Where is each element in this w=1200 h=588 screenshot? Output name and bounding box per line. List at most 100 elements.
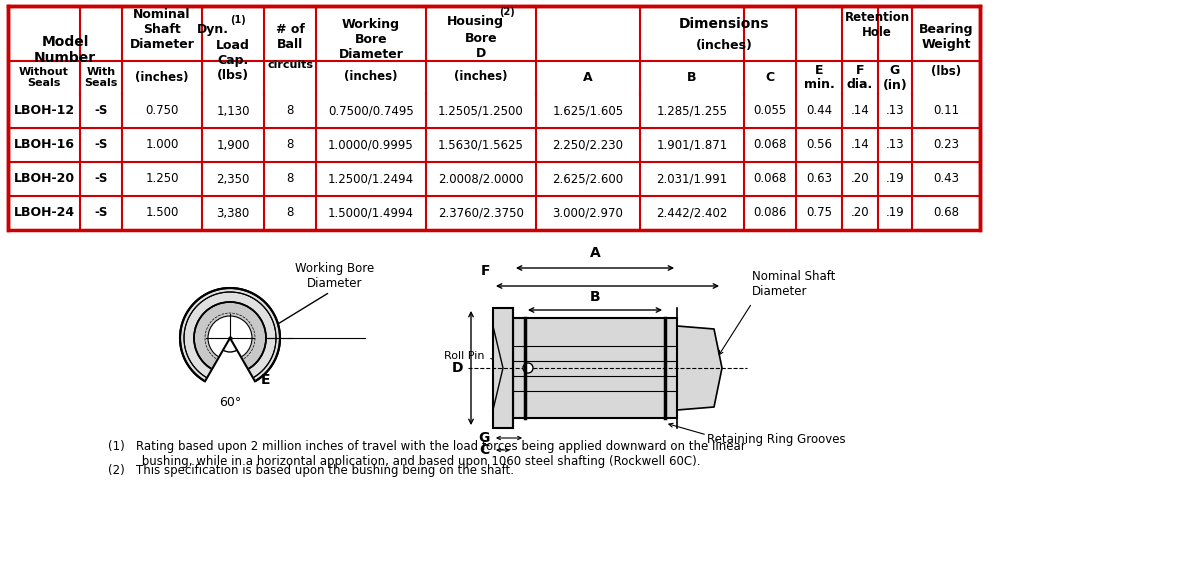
- Text: 0.055: 0.055: [754, 105, 787, 118]
- Text: Retention
Hole: Retention Hole: [845, 11, 910, 39]
- Text: 8: 8: [287, 172, 294, 185]
- Text: 1.500: 1.500: [145, 206, 179, 219]
- Text: 2.0008/2.0000: 2.0008/2.0000: [438, 172, 523, 185]
- Text: (2): (2): [499, 7, 515, 17]
- Text: 1.250: 1.250: [145, 172, 179, 185]
- Text: LBOH-20: LBOH-20: [13, 172, 74, 185]
- Circle shape: [194, 302, 266, 374]
- Text: (inches): (inches): [455, 70, 508, 83]
- Text: 8: 8: [287, 105, 294, 118]
- Text: Dimensions: Dimensions: [679, 16, 769, 31]
- Text: 0.11: 0.11: [932, 105, 959, 118]
- Text: Working Bore
Diameter: Working Bore Diameter: [295, 262, 374, 290]
- Circle shape: [208, 316, 252, 360]
- Text: 1,130: 1,130: [216, 105, 250, 118]
- Text: 1.000: 1.000: [145, 139, 179, 152]
- Polygon shape: [203, 338, 258, 393]
- Text: 0.7500/0.7495: 0.7500/0.7495: [328, 105, 414, 118]
- Text: F
dia.: F dia.: [847, 64, 874, 92]
- Text: (inches): (inches): [136, 71, 188, 84]
- Bar: [493, 308, 514, 428]
- Bar: [8, 6, 980, 230]
- Text: LBOH-12: LBOH-12: [13, 105, 74, 118]
- Text: 0.56: 0.56: [806, 139, 832, 152]
- Text: 1,900: 1,900: [216, 139, 250, 152]
- Text: 0.23: 0.23: [934, 139, 959, 152]
- Text: 0.068: 0.068: [754, 139, 787, 152]
- Text: D: D: [451, 361, 463, 375]
- Text: G
(in): G (in): [883, 64, 907, 92]
- Text: Nominal
Shaft
Diameter: Nominal Shaft Diameter: [130, 8, 194, 51]
- Text: (inches): (inches): [344, 70, 397, 83]
- Text: 1.901/1.871: 1.901/1.871: [656, 139, 727, 152]
- Text: Retaining Ring Grooves: Retaining Ring Grooves: [707, 433, 846, 446]
- Text: .14: .14: [851, 105, 869, 118]
- Text: Dyn.: Dyn.: [197, 24, 229, 36]
- Text: A: A: [589, 246, 600, 260]
- Text: 2.031/1.991: 2.031/1.991: [656, 172, 727, 185]
- Text: .19: .19: [886, 172, 905, 185]
- Text: 8: 8: [287, 206, 294, 219]
- Text: 1.2500/1.2494: 1.2500/1.2494: [328, 172, 414, 185]
- Polygon shape: [677, 308, 722, 428]
- Text: Model
Number: Model Number: [34, 35, 96, 65]
- Text: C: C: [766, 71, 774, 84]
- Text: Bore
D: Bore D: [464, 32, 497, 59]
- Text: 2.3760/2.3750: 2.3760/2.3750: [438, 206, 524, 219]
- Text: .13: .13: [886, 139, 905, 152]
- Text: 1.0000/0.9995: 1.0000/0.9995: [328, 139, 414, 152]
- Text: 0.068: 0.068: [754, 172, 787, 185]
- Text: Nominal Shaft
Diameter: Nominal Shaft Diameter: [752, 270, 835, 298]
- Text: 1.5630/1.5625: 1.5630/1.5625: [438, 139, 524, 152]
- Text: With
Seals: With Seals: [84, 66, 118, 88]
- Text: 3,380: 3,380: [216, 206, 250, 219]
- Text: E
min.: E min.: [804, 64, 834, 92]
- Text: Housing: Housing: [446, 15, 504, 28]
- Text: circuits: circuits: [266, 60, 313, 70]
- Text: A: A: [583, 71, 593, 84]
- Text: Load
Cap.
(lbs): Load Cap. (lbs): [216, 39, 250, 82]
- Text: 2.250/2.230: 2.250/2.230: [552, 139, 624, 152]
- Text: 0.68: 0.68: [934, 206, 959, 219]
- Text: LBOH-16: LBOH-16: [13, 139, 74, 152]
- Text: 2.625/2.600: 2.625/2.600: [552, 172, 624, 185]
- Text: G: G: [479, 431, 490, 445]
- Text: C: C: [480, 443, 490, 457]
- Text: Bearing
Weight: Bearing Weight: [919, 23, 973, 51]
- Text: .14: .14: [851, 139, 869, 152]
- Circle shape: [180, 288, 280, 388]
- Text: (lbs): (lbs): [931, 65, 961, 79]
- Text: E: E: [262, 373, 270, 386]
- Bar: [514, 318, 677, 418]
- Text: F: F: [480, 264, 490, 278]
- Text: Working
Bore
Diameter: Working Bore Diameter: [338, 18, 403, 61]
- Text: 1.625/1.605: 1.625/1.605: [552, 105, 624, 118]
- Text: 60°: 60°: [218, 396, 241, 409]
- Text: B: B: [688, 71, 697, 84]
- Text: B: B: [589, 290, 600, 304]
- Text: Roll Pin: Roll Pin: [444, 351, 485, 361]
- Text: 8: 8: [287, 139, 294, 152]
- Text: .19: .19: [886, 206, 905, 219]
- Circle shape: [523, 363, 533, 373]
- Text: 2.442/2.402: 2.442/2.402: [656, 206, 727, 219]
- Text: 2,350: 2,350: [216, 172, 250, 185]
- Text: .13: .13: [886, 105, 905, 118]
- Text: 3.000/2.970: 3.000/2.970: [552, 206, 624, 219]
- Text: .20: .20: [851, 172, 869, 185]
- Text: 0.63: 0.63: [806, 172, 832, 185]
- Text: -S: -S: [95, 172, 108, 185]
- Text: 1.285/1.255: 1.285/1.255: [656, 105, 727, 118]
- Text: Without
Seals: Without Seals: [19, 66, 68, 88]
- Text: 0.086: 0.086: [754, 206, 787, 219]
- Text: 0.750: 0.750: [145, 105, 179, 118]
- Text: (1)   Rating based upon 2 million inches of travel with the load forces being ap: (1) Rating based upon 2 million inches o…: [108, 440, 745, 468]
- Text: 0.43: 0.43: [934, 172, 959, 185]
- Text: (inches): (inches): [696, 39, 752, 52]
- Text: # of
Ball: # of Ball: [276, 23, 305, 51]
- Text: (2)   This specification is based upon the bushing being on the shaft.: (2) This specification is based upon the…: [108, 464, 514, 477]
- Text: 1.2505/1.2500: 1.2505/1.2500: [438, 105, 524, 118]
- Text: 0.44: 0.44: [806, 105, 832, 118]
- Text: .20: .20: [851, 206, 869, 219]
- Text: 0.75: 0.75: [806, 206, 832, 219]
